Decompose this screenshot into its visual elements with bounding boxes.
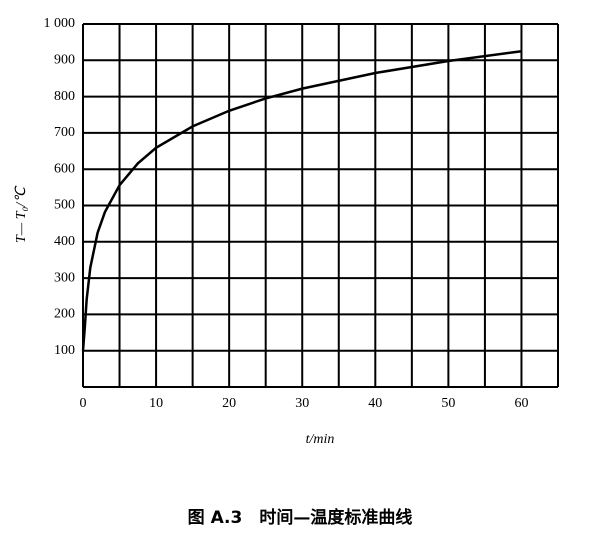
x-tick-label: 20 [222,396,236,411]
x-tick-label: 0 [80,396,87,411]
y-tick-label: 500 [54,198,75,213]
x-tick-label: 30 [295,396,309,411]
x-tick-label: 50 [441,396,455,411]
y-tick-label: 300 [54,270,75,285]
caption: 图 A.3 时间—温度标准曲线 [188,507,413,528]
y-tick-label: 1 000 [44,16,76,31]
curve [81,49,522,351]
y-tick-label: 700 [54,125,75,140]
x-axis-label: t/min [306,432,335,447]
x-tick-label: 60 [514,396,528,411]
x-tick-label: 10 [149,396,163,411]
y-tick-label: 800 [54,89,75,104]
y-axis-label: T— T₀/℃ [14,185,29,243]
y-tick-label: 200 [54,307,75,322]
y-tick-label: 100 [54,343,75,358]
y-tick-label: 400 [54,234,75,249]
x-tick-label: 40 [368,396,382,411]
y-tick-label: 600 [54,161,75,176]
y-tick-label: 900 [54,53,75,68]
